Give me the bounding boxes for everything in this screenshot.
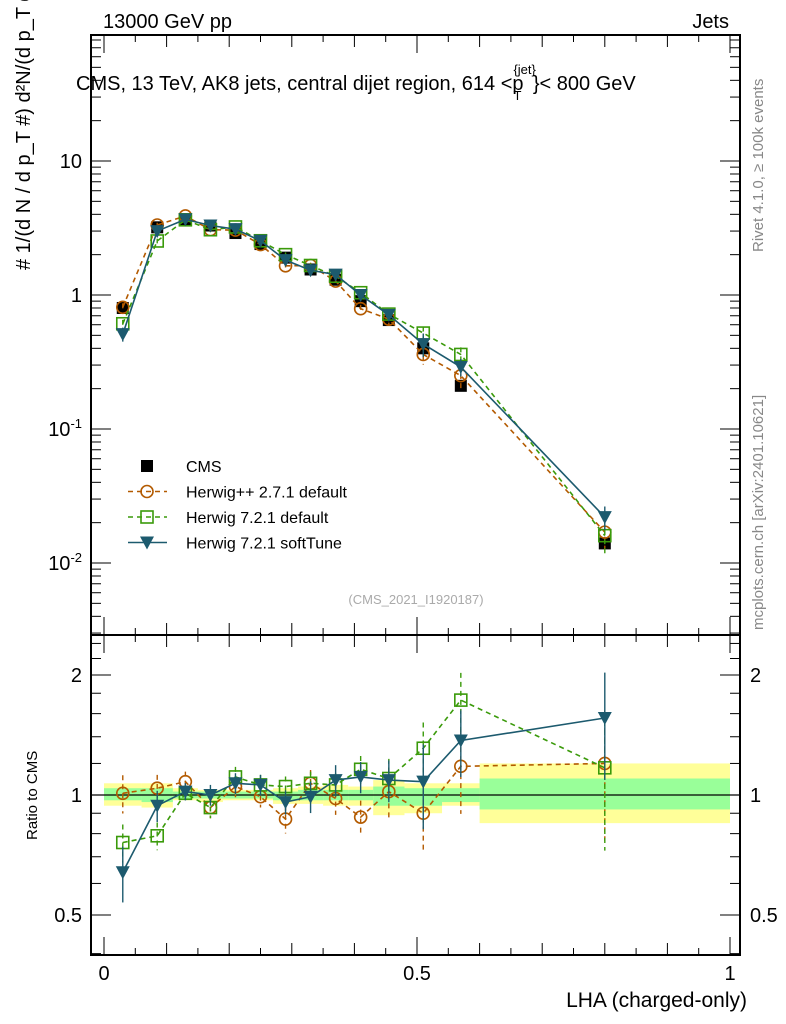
data-point (453, 361, 468, 375)
ratio-point (353, 810, 368, 824)
data-point (381, 308, 396, 322)
data-point (353, 301, 368, 316)
legend-entry: Herwig++ 2.7.1 default (128, 485, 348, 502)
ratio-y-tick-label-right: 1 (750, 785, 761, 807)
ratio-y-axis-label: Ratio to CMS (24, 751, 41, 840)
ratio-point (353, 770, 368, 784)
title-end: }< 800 GeV (533, 73, 637, 95)
y-tick-label: 1 (71, 285, 82, 307)
y-tick-label: 10-2 (48, 550, 82, 575)
y-tick-label: 10 (60, 151, 82, 173)
rivet-label: Rivet 4.1.0, ≥ 100k events (750, 79, 767, 252)
data-point (416, 338, 431, 352)
ratio-point (303, 790, 318, 804)
legend-label: Herwig 7.2.1 default (186, 510, 329, 527)
legend: CMS Herwig++ 2.7.1 default Herwig 7.2.1 de… (128, 459, 348, 553)
ratio-y-tick-label: 2 (71, 665, 82, 687)
series-line (122, 218, 606, 537)
ratio-point (381, 774, 396, 788)
header-left: 13000 GeV pp (103, 11, 232, 33)
data-marks (115, 209, 612, 903)
analysis-watermark: (CMS_2021_I1920187) (348, 592, 483, 607)
legend-label: Herwig++ 2.7.1 default (186, 485, 348, 502)
y-tick-exponent: -2 (70, 550, 82, 565)
data-point (228, 223, 243, 237)
header-right: Jets (692, 11, 729, 33)
series-3 (115, 213, 612, 531)
data-point (303, 264, 318, 278)
legend-entry: Herwig 7.2.1 default (128, 510, 329, 527)
y-tick-exponent: -1 (70, 416, 82, 431)
ratio-line (122, 717, 605, 873)
data-point (115, 328, 130, 342)
legend-label: CMS (186, 459, 222, 476)
ratio-y-tick-label: 0.5 (54, 905, 82, 927)
data-point (115, 300, 130, 315)
ratio-point (150, 799, 165, 813)
ratio-point (150, 829, 165, 843)
ratio-point (597, 712, 612, 726)
legend-marker (140, 536, 154, 550)
data-point (278, 254, 293, 268)
ratio-point (454, 693, 468, 707)
ratio-point (328, 774, 343, 788)
data-point (203, 219, 218, 233)
data-point (150, 225, 165, 239)
y-axis-label: # 1/(d N / d p_T #) d²N/(d p_T dλ) (13, 0, 35, 270)
series-2 (115, 213, 612, 555)
ratio-point (115, 786, 130, 801)
ratio-point (453, 734, 468, 748)
ratio-y-tick-label: 1 (71, 785, 82, 807)
data-point (178, 213, 193, 227)
ratio-point (178, 785, 193, 799)
title-sub: T (514, 88, 522, 103)
ratio-point (416, 775, 431, 789)
ratio-point (253, 778, 268, 792)
title-sup: {jet} (513, 62, 536, 77)
ratio-point (228, 777, 243, 791)
x-tick-label: 1 (724, 963, 735, 985)
legend-label: Herwig 7.2.1 softTune (186, 536, 342, 553)
data-point (353, 289, 368, 302)
ratio-point (203, 789, 218, 802)
legend-marker (140, 510, 154, 524)
legend-marker (141, 460, 153, 472)
ratio-point (278, 796, 293, 810)
ratio-point (115, 866, 130, 880)
x-axis-label: LHA (charged-only) (566, 989, 747, 1012)
ratio-series-2 (115, 672, 612, 903)
legend-entry: CMS (141, 459, 222, 476)
y-tick-label: 10-1 (48, 416, 82, 441)
axes: 0 0.5 1 1 10 10-2 10-1 0.5 0.5 1 1 2 2 (48, 35, 778, 985)
title-main: CMS, 13 TeV, AK8 jets, central dijet reg… (76, 73, 524, 95)
ratio-bands (91, 763, 740, 824)
x-tick-label: 0.5 (403, 963, 431, 985)
legend-entry: Herwig 7.2.1 softTune (128, 536, 342, 553)
data-point (328, 268, 343, 282)
ratio-y-tick-label-right: 2 (750, 665, 761, 687)
ratio-y-tick-label-right: 0.5 (750, 905, 778, 927)
data-point (597, 511, 612, 525)
ratio-frame (90, 634, 741, 956)
x-tick-label: 0 (98, 963, 109, 985)
legend-marker (140, 484, 154, 499)
plot-title: CMS, 13 TeV, AK8 jets, central dijet reg… (76, 62, 636, 103)
data-point (253, 234, 268, 248)
mcplots-label: mcplots.cern.ch [arXiv:2401.10621] (750, 395, 767, 630)
